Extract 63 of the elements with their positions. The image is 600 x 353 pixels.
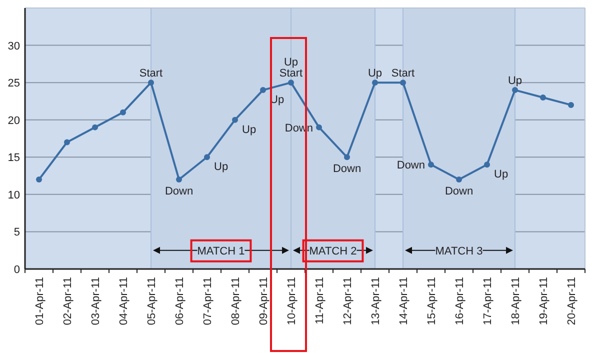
annotation: Down (164, 186, 194, 198)
point (456, 176, 462, 183)
annotation: Up (214, 161, 228, 174)
x-tick-label: 19-Apr-11 (538, 277, 550, 326)
point (484, 162, 490, 168)
point (260, 87, 266, 94)
x-tick-label: 03-Apr-11 (90, 277, 102, 326)
annotation: Up (368, 68, 382, 80)
annotation: Up (508, 75, 522, 88)
annotation: Start (279, 68, 303, 80)
y-tick-label: 20 (8, 114, 20, 127)
x-tick-label: 18-Apr-11 (510, 277, 522, 326)
point (540, 94, 546, 100)
x-tick-label: 06-Apr-11 (174, 277, 186, 326)
point (148, 80, 154, 86)
annotation: Up (494, 168, 508, 181)
point (428, 162, 434, 168)
x-tick-label: 09-Apr-11 (258, 277, 270, 326)
annotation: Down (332, 163, 362, 176)
point (176, 176, 182, 183)
point (232, 116, 238, 123)
band-label: MATCH 2 (309, 245, 357, 258)
x-tick-label: 14-Apr-11 (398, 277, 410, 326)
x-tick-label: 05-Apr-11 (146, 277, 158, 326)
annotation: Start (139, 68, 163, 80)
point (288, 80, 294, 86)
x-tick-label: 02-Apr-11 (62, 277, 74, 326)
x-tick-label: 10-Apr-11 (286, 277, 298, 326)
x-tick-label: 17-Apr-11 (482, 277, 494, 326)
x-tick-label: 16-Apr-11 (454, 277, 466, 326)
y-tick-label: 30 (8, 40, 20, 52)
y-tick-label: 25 (8, 78, 20, 90)
point (372, 80, 378, 86)
y-tick-label: 0 (14, 264, 20, 276)
point (204, 154, 210, 160)
x-tick-label: 04-Apr-11 (118, 277, 130, 326)
annotation: Up (242, 124, 256, 136)
annotation: Start (391, 68, 415, 80)
y-tick-label: 15 (8, 152, 20, 164)
x-tick-label: 11-Apr-11 (314, 277, 326, 324)
annotation: Up (284, 56, 298, 69)
point (400, 80, 406, 86)
point (568, 102, 574, 108)
point (316, 124, 322, 130)
y-tick-label: 10 (8, 189, 20, 202)
x-tick-label: 12-Apr-11 (342, 277, 354, 326)
annotation: Down (396, 160, 425, 172)
point (120, 109, 126, 116)
point (344, 154, 350, 160)
point (512, 87, 518, 94)
point (64, 139, 70, 146)
x-tick-label: 01-Apr-11 (34, 277, 46, 326)
x-tick-label: 07-Apr-11 (202, 277, 214, 326)
x-tick-label: 15-Apr-11 (426, 277, 438, 326)
y-tick-label: 5 (14, 226, 20, 239)
x-tick-label: 20-Apr-11 (566, 277, 578, 326)
point (92, 124, 98, 130)
annotation: Down (444, 186, 474, 198)
x-tick-label: 13-Apr-11 (370, 277, 382, 326)
point (36, 176, 42, 183)
x-tick-label: 08-Apr-11 (230, 277, 242, 326)
band-label: MATCH 3 (435, 245, 483, 258)
band-label: MATCH 1 (197, 245, 245, 258)
